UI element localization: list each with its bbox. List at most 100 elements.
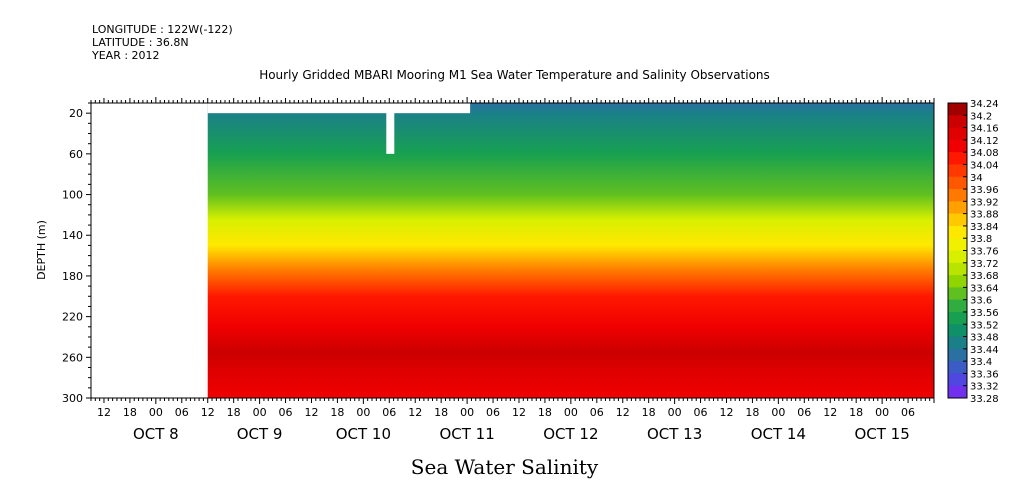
colorbar-label: 33.52 bbox=[970, 320, 999, 331]
x-tick-label: 18 bbox=[123, 406, 137, 419]
x-tick-label: 18 bbox=[642, 406, 656, 419]
y-axis-label: DEPTH (m) bbox=[35, 220, 48, 280]
colorbar-label: 34.12 bbox=[970, 136, 999, 147]
colorbar-swatch bbox=[948, 385, 967, 399]
year-label: YEAR : 2012 bbox=[92, 49, 160, 62]
x-day-label: OCT 10 bbox=[336, 425, 391, 443]
colorbar-label: 33.44 bbox=[970, 345, 999, 356]
heatmap-layer bbox=[207, 103, 934, 398]
x-tick-label: 12 bbox=[408, 406, 422, 419]
x-tick-label: 06 bbox=[694, 406, 708, 419]
colorbar-label: 33.88 bbox=[970, 210, 999, 221]
y-tick-label: 300 bbox=[62, 392, 83, 405]
x-tick-label: 18 bbox=[745, 406, 759, 419]
colorbar-label: 33.72 bbox=[970, 259, 999, 270]
x-tick-label: 00 bbox=[771, 406, 785, 419]
colorbar-label: 33.48 bbox=[970, 333, 999, 344]
colorbar-swatch bbox=[948, 127, 967, 141]
y-tick-label: 20 bbox=[69, 107, 83, 120]
x-tick-label: 18 bbox=[434, 406, 448, 419]
x-tick-label: 06 bbox=[382, 406, 396, 419]
x-tick-label: 00 bbox=[460, 406, 474, 419]
colorbar-label: 33.8 bbox=[970, 234, 992, 245]
plot-border bbox=[90, 102, 935, 399]
colorbar-label: 33.64 bbox=[970, 283, 999, 294]
colorbar-swatch bbox=[948, 373, 967, 387]
x-day-label: OCT 15 bbox=[854, 425, 909, 443]
missing-data-top bbox=[207, 103, 471, 114]
y-axis: 20 60 100 140 180 220 260 300 bbox=[62, 102, 91, 405]
colorbar-label: 33.32 bbox=[970, 382, 999, 393]
x-tick-label: 06 bbox=[486, 406, 500, 419]
colorbar-label: 34.04 bbox=[970, 160, 999, 171]
plot-frame bbox=[90, 102, 935, 399]
missing-data-notch bbox=[386, 103, 395, 154]
colorbar-label: 33.92 bbox=[970, 197, 999, 208]
colorbar-swatch bbox=[948, 225, 967, 239]
colorbar-swatch bbox=[948, 176, 967, 190]
x-tick-label: 18 bbox=[227, 406, 241, 419]
colorbar-swatch bbox=[948, 164, 967, 178]
x-tick-label: 06 bbox=[901, 406, 915, 419]
colorbar-label: 34.16 bbox=[970, 124, 999, 135]
colorbar-swatch bbox=[948, 250, 967, 264]
colorbar-swatch bbox=[948, 348, 967, 362]
x-tick-label: 12 bbox=[201, 406, 215, 419]
x-tick-label: 06 bbox=[279, 406, 293, 419]
x-tick-label: 12 bbox=[97, 406, 111, 419]
x-tick-label: 12 bbox=[616, 406, 630, 419]
y-tick-label: 100 bbox=[62, 189, 83, 202]
salinity-field bbox=[207, 103, 934, 398]
colorbar-swatch bbox=[948, 139, 967, 153]
x-tick-label: 12 bbox=[512, 406, 526, 419]
x-tick-label: 00 bbox=[149, 406, 163, 419]
x-day-label: OCT 12 bbox=[543, 425, 598, 443]
colorbar-swatch bbox=[948, 311, 967, 325]
x-day-label: OCT 13 bbox=[647, 425, 702, 443]
colorbar-label: 33.96 bbox=[970, 185, 999, 196]
colorbar-label: 33.76 bbox=[970, 247, 999, 258]
colorbar-swatch bbox=[948, 213, 967, 227]
colorbar-swatch bbox=[948, 238, 967, 251]
longitude-label: LONGITUDE : 122W(-122) bbox=[92, 23, 233, 36]
x-tick-label: 06 bbox=[797, 406, 811, 419]
y-tick-label: 180 bbox=[62, 270, 83, 283]
chart-title: Hourly Gridded MBARI Mooring M1 Sea Wate… bbox=[259, 68, 770, 82]
x-tick-label: 00 bbox=[356, 406, 370, 419]
colorbar-label: 33.4 bbox=[970, 357, 992, 368]
x-axis-label: Sea Water Salinity bbox=[410, 455, 599, 479]
colorbar-label: 33.36 bbox=[970, 369, 999, 380]
colorbar-label: 33.56 bbox=[970, 308, 999, 319]
x-tick-label: 18 bbox=[538, 406, 552, 419]
x-tick-label: 00 bbox=[668, 406, 682, 419]
colorbar-swatch bbox=[948, 189, 967, 202]
chart-title-wrap: Hourly Gridded MBARI Mooring M1 Sea Wate… bbox=[0, 68, 1009, 82]
x-day-label: OCT 9 bbox=[237, 425, 283, 443]
colorbar-label: 34.24 bbox=[970, 99, 999, 110]
x-tick-label: 00 bbox=[875, 406, 889, 419]
x-tick-label: 00 bbox=[253, 406, 267, 419]
colorbar-swatch bbox=[948, 262, 967, 276]
x-tick-label: 18 bbox=[849, 406, 863, 419]
colorbar-label: 34 bbox=[970, 173, 983, 184]
latitude-label: LATITUDE : 36.8N bbox=[92, 36, 189, 49]
x-day-label: OCT 8 bbox=[133, 425, 179, 443]
y-tick-label: 220 bbox=[62, 311, 83, 324]
y-tick-label: 260 bbox=[62, 351, 83, 364]
colorbar-swatch bbox=[948, 103, 967, 116]
colorbar-swatch bbox=[948, 287, 967, 301]
x-tick-label: 12 bbox=[719, 406, 733, 419]
colorbar-swatch bbox=[948, 324, 967, 338]
x-day-label: OCT 11 bbox=[439, 425, 494, 443]
x-axis: 12 18 00 06 12 18 00 06 12 18 00 06 12 18 00 06 12 18 00 06… bbox=[90, 97, 935, 443]
x-tick-label: 06 bbox=[175, 406, 189, 419]
y-tick-label: 140 bbox=[62, 229, 83, 242]
colorbar-label: 33.6 bbox=[970, 296, 992, 307]
x-tick-label: 12 bbox=[304, 406, 318, 419]
colorbar-swatch bbox=[948, 152, 967, 165]
colorbar-label: 33.68 bbox=[970, 271, 999, 282]
colorbar-swatch bbox=[948, 115, 967, 129]
colorbar-label: 33.28 bbox=[970, 394, 999, 405]
